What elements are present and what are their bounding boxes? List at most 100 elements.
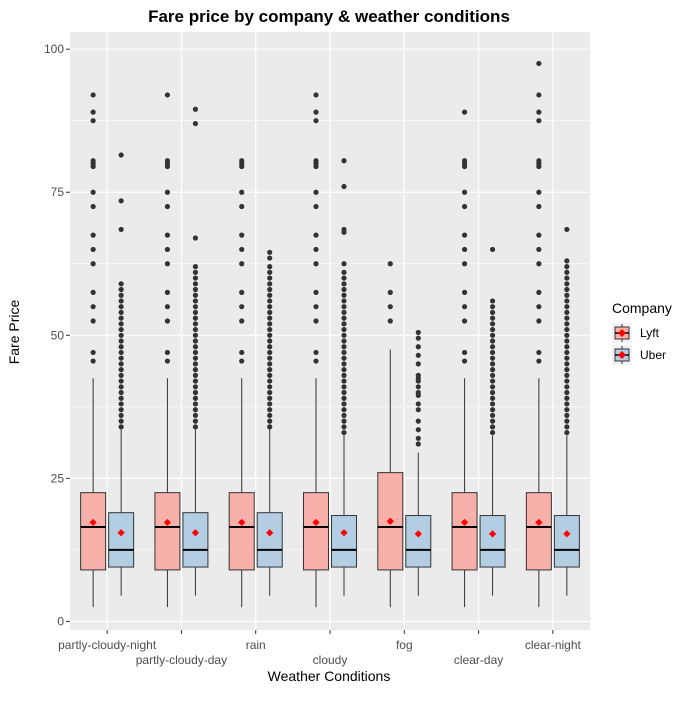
outlier-point (90, 92, 96, 98)
outlier-point (564, 395, 570, 401)
outlier-point (267, 326, 273, 333)
outlier-point (489, 367, 496, 373)
outlier-point (267, 384, 273, 390)
outlier-point (564, 372, 570, 378)
outlier-point (564, 332, 570, 338)
outlier-point (192, 338, 199, 344)
y-tick-label: 50 (51, 328, 65, 342)
outlier-point (313, 318, 319, 324)
outlier-point (341, 292, 347, 298)
outlier-point (489, 338, 496, 344)
outlier-point (267, 332, 273, 338)
legend-title: Company (612, 300, 672, 316)
outlier-point (341, 269, 347, 275)
outlier-point (192, 106, 199, 112)
mean-marker (386, 517, 394, 525)
outlier-point (415, 335, 421, 341)
outlier-point (564, 338, 570, 344)
outlier-point (415, 361, 421, 367)
outlier-point (415, 329, 421, 336)
mean-marker (89, 518, 97, 527)
outlier-point (267, 355, 273, 361)
outlier-point (239, 289, 245, 295)
outlier-point (489, 344, 496, 350)
outlier-point (267, 395, 273, 401)
outlier-point (489, 389, 496, 396)
outlier-point (564, 309, 570, 316)
outlier-point (564, 378, 570, 384)
outlier-point (118, 367, 124, 373)
outlier-point (564, 264, 570, 270)
outlier-point (341, 344, 347, 350)
outlier-point (341, 361, 347, 367)
outlier-point (192, 418, 199, 424)
outlier-point (536, 189, 542, 195)
outlier-point (536, 358, 542, 364)
outlier-point (564, 424, 570, 430)
outlier-point (192, 367, 199, 373)
outlier-point (341, 326, 347, 333)
outlier-point (118, 418, 124, 424)
outlier-point (267, 424, 273, 430)
outlier-point (90, 318, 96, 324)
plot-panel (70, 32, 590, 630)
chart-title: Fare price by company & weather conditio… (148, 7, 510, 26)
outlier-point (461, 349, 468, 356)
outlier-point (239, 158, 245, 164)
outlier-point (118, 338, 124, 344)
outlier-point (90, 261, 96, 267)
outlier-point (118, 304, 124, 310)
box-uber-partly-cloudy-day (182, 106, 209, 596)
outlier-point (341, 275, 347, 281)
outlier-point (313, 232, 319, 238)
outlier-point (536, 349, 542, 356)
outlier-point (461, 358, 468, 364)
outlier-point (564, 275, 570, 281)
outlier-point (239, 349, 245, 356)
legend-label: Uber (640, 348, 666, 362)
outlier-point (267, 309, 273, 316)
x-tick-label: partly-cloudy-night (58, 638, 157, 652)
outlier-point (387, 304, 393, 310)
outlier-point (564, 361, 570, 367)
outlier-point (564, 286, 570, 293)
box-uber-clear-day (479, 246, 506, 596)
outlier-point (341, 367, 347, 373)
outlier-point (164, 289, 171, 295)
outlier-point (415, 401, 421, 407)
outlier-point (192, 304, 199, 310)
outlier-point (118, 378, 124, 384)
outlier-point (489, 326, 496, 333)
box-uber-clear-night (553, 226, 580, 596)
outlier-point (267, 292, 273, 298)
y-axis: 0 25 50 75 100 (44, 42, 70, 628)
y-tick-label: 100 (44, 42, 64, 56)
outlier-point (239, 304, 245, 310)
outlier-point (489, 401, 496, 407)
box-lyft-clear-night (525, 60, 552, 608)
outlier-point (192, 349, 199, 356)
outlier-point (118, 198, 124, 204)
box-lyft-partly-cloudy-day (154, 92, 181, 608)
outlier-point (164, 246, 171, 253)
outlier-point (90, 349, 96, 356)
outlier-point (341, 384, 347, 390)
outlier-point (536, 289, 542, 295)
outlier-point (118, 361, 124, 367)
box-uber-rain (256, 249, 283, 596)
outlier-point (90, 358, 96, 364)
outlier-point (461, 203, 468, 210)
legend-item-lyft: Lyft (612, 323, 660, 343)
outlier-point (239, 189, 245, 195)
box-body (553, 515, 580, 568)
outlier-point (564, 292, 570, 298)
box-lyft-partly-cloudy-night (80, 92, 107, 608)
outlier-point (192, 269, 199, 275)
outlier-point (564, 304, 570, 310)
outlier-point (341, 304, 347, 310)
outlier-point (415, 418, 421, 424)
outlier-point (341, 412, 347, 419)
outlier-point (267, 321, 273, 327)
outlier-point (536, 158, 542, 164)
outlier-point (341, 286, 347, 293)
